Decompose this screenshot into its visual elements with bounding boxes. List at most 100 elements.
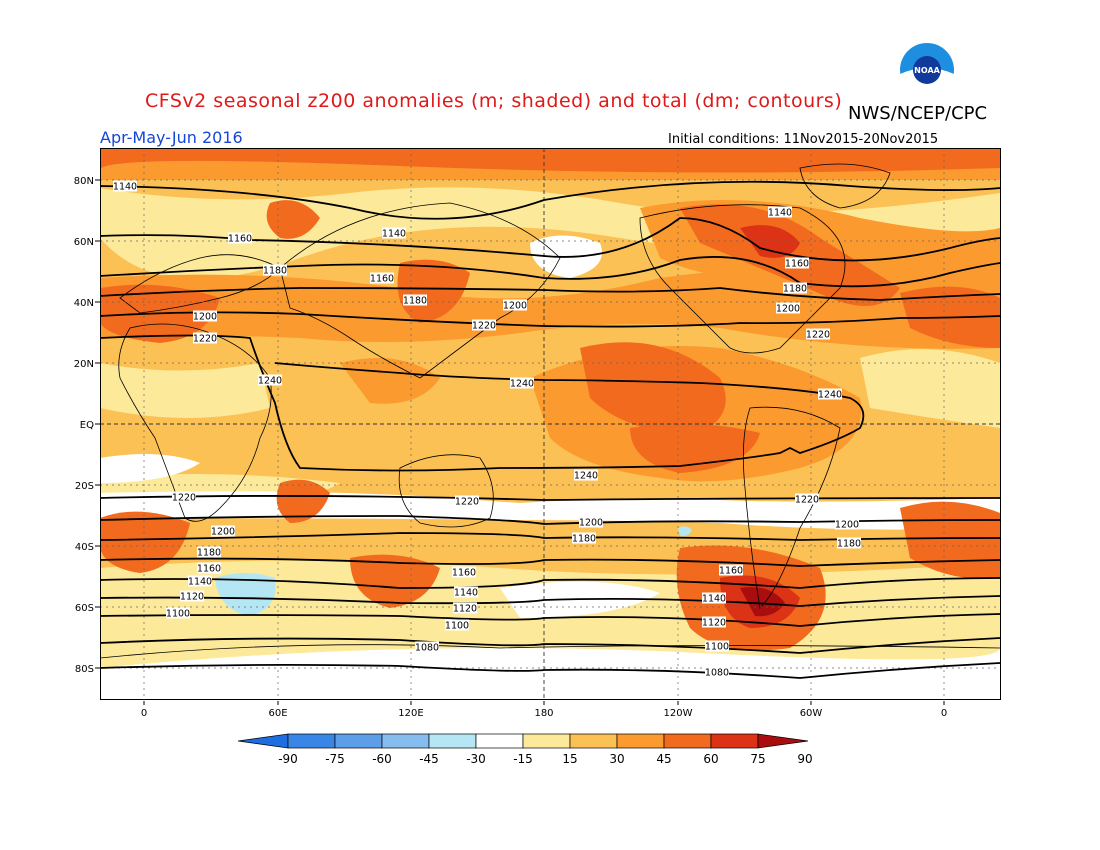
contour-label: 1180	[837, 537, 861, 550]
contour-label: 1240	[258, 374, 282, 387]
svg-text:1180: 1180	[403, 296, 427, 307]
contour-label: 1220	[455, 495, 479, 508]
lon-tick-label: 180	[534, 708, 553, 719]
colorbar-swatch	[475, 733, 524, 749]
noaa-logo: NOAA	[897, 42, 957, 102]
contour-label: 1200	[776, 302, 800, 315]
contour-label: 1220	[806, 328, 830, 341]
lat-axis: 80N 60N 40N 20N EQ 20S 40S 60S 80S	[62, 170, 102, 714]
contour-label: 1200	[503, 299, 527, 312]
svg-text:1080: 1080	[705, 668, 729, 679]
map-reference-lines	[100, 148, 1000, 699]
svg-text:1080: 1080	[415, 643, 439, 654]
map-frame	[100, 148, 1001, 700]
svg-text:1180: 1180	[837, 539, 861, 550]
contour-label: 1100	[445, 619, 469, 632]
contour-label: 1140	[702, 592, 726, 605]
lat-tick-label: EQ	[80, 420, 94, 431]
svg-text:1140: 1140	[382, 229, 406, 240]
colorbar-label: 90	[797, 752, 812, 766]
contour-label: 1200	[579, 516, 603, 529]
lat-tick-label: 80N	[74, 176, 94, 187]
colorbar-label: -90	[278, 752, 298, 766]
svg-text:1140: 1140	[188, 577, 212, 588]
svg-text:1160: 1160	[370, 274, 394, 285]
season-label: Apr-May-Jun 2016	[100, 128, 243, 147]
svg-text:1100: 1100	[445, 621, 469, 632]
colorbar-swatch	[522, 733, 571, 749]
svg-text:1240: 1240	[510, 379, 534, 390]
svg-text:1220: 1220	[795, 495, 819, 506]
contour-label: 1160	[197, 562, 221, 575]
initial-conditions-label: Initial conditions: 11Nov2015-20Nov2015	[668, 132, 939, 147]
contour-label: 1100	[705, 640, 729, 653]
colorbar: -90 -75 -60 -45 -30 -15 15 30 45 60 75 90	[237, 732, 864, 776]
svg-text:1140: 1140	[113, 182, 137, 193]
colorbar-label: -60	[372, 752, 392, 766]
contour-label: 1180	[197, 546, 221, 559]
lon-axis: 0 60E 120E 180 120W 60W 0	[100, 701, 1002, 725]
svg-text:1140: 1140	[454, 588, 478, 599]
contour-label: 1180	[572, 532, 596, 545]
colorbar-swatch	[710, 733, 759, 749]
lon-tick-label: 60E	[268, 708, 287, 719]
contour-label: 1180	[263, 264, 287, 277]
svg-text:1240: 1240	[574, 471, 598, 482]
contour-label: 1160	[452, 566, 476, 579]
contour-label: 1080	[415, 641, 439, 654]
colorbar-label: 75	[750, 752, 765, 766]
contour-label: 1140	[768, 206, 792, 219]
contour-label: 1240	[510, 377, 534, 390]
chart-title: CFSv2 seasonal z200 anomalies (m; shaded…	[145, 90, 843, 112]
colorbar-label: -15	[513, 752, 533, 766]
svg-text:NOAA: NOAA	[914, 66, 940, 75]
svg-text:1200: 1200	[835, 520, 859, 531]
anomaly-shading	[100, 148, 1000, 699]
contour-label: 1220	[193, 332, 217, 345]
contour-label: 1120	[702, 616, 726, 629]
colorbar-label: 60	[703, 752, 718, 766]
lat-tick-label: 20S	[75, 481, 94, 492]
lon-tick-label: 0	[141, 708, 147, 719]
colorbar-swatch	[663, 733, 712, 749]
svg-text:1100: 1100	[166, 609, 190, 620]
colorbar-high-arrow	[757, 733, 809, 749]
colorbar-swatch	[381, 733, 430, 749]
coastlines	[100, 163, 1000, 659]
svg-text:1160: 1160	[228, 234, 252, 245]
lon-tick-label: 0	[941, 708, 947, 719]
svg-text:1220: 1220	[806, 330, 830, 341]
contour-label: 1140	[188, 575, 212, 588]
contour-label: 1160	[785, 257, 809, 270]
svg-text:1160: 1160	[197, 564, 221, 575]
contour-labels: 1140 1160 1180 1200 1220 1240 1140 1160 1180 1200…	[113, 180, 861, 679]
map-panel: 1140 1160 1180 1200 1220 1240 1140 1160 1180 1200…	[100, 148, 1002, 705]
contour-label: 1180	[783, 282, 807, 295]
colorbar-swatch	[428, 733, 477, 749]
contour-label: 1200	[835, 518, 859, 531]
contour-label: 1120	[180, 590, 204, 603]
contour-label: 1200	[211, 525, 235, 538]
colorbar-swatch	[569, 733, 618, 749]
colorbar-swatch	[334, 733, 383, 749]
svg-text:1200: 1200	[776, 304, 800, 315]
contour-label: 1220	[172, 491, 196, 504]
map-grid	[100, 148, 1000, 699]
svg-text:1200: 1200	[211, 527, 235, 538]
svg-text:1180: 1180	[197, 548, 221, 559]
contour-label: 1160	[228, 232, 252, 245]
svg-text:1180: 1180	[572, 534, 596, 545]
lat-tick-label: 60S	[75, 603, 94, 614]
colorbar-label: 45	[656, 752, 671, 766]
agency-label: NWS/NCEP/CPC	[848, 103, 988, 124]
contour-label: 1100	[166, 607, 190, 620]
svg-text:1220: 1220	[193, 334, 217, 345]
contour-label: 1120	[453, 602, 477, 615]
contour-label: 1140	[454, 586, 478, 599]
svg-text:1180: 1180	[783, 284, 807, 295]
svg-text:1220: 1220	[172, 493, 196, 504]
svg-text:1120: 1120	[453, 604, 477, 615]
contour-label: 1180	[403, 294, 427, 307]
svg-text:1160: 1160	[785, 259, 809, 270]
svg-text:1160: 1160	[452, 568, 476, 579]
